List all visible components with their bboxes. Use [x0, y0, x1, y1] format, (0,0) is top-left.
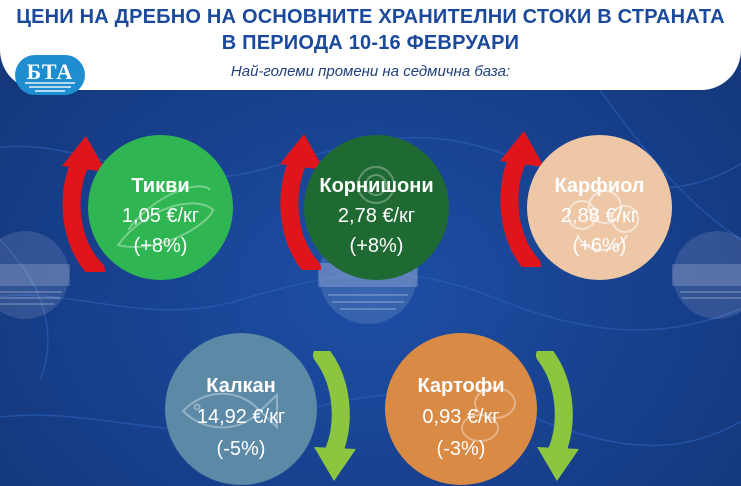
item-price: 2,78 €/кг	[337, 205, 416, 227]
item-bubble-cauliflower: Карфиол 2,88 €/кг (+6%)	[527, 135, 672, 280]
watermark-left	[0, 230, 70, 320]
item-change: (-5%)	[216, 438, 266, 460]
logo-text: БТА	[26, 59, 74, 84]
zucchini-icon	[116, 185, 215, 248]
item-name: Картофи	[417, 375, 505, 397]
arrow-down-icon	[313, 351, 356, 481]
item-price: 2,88 €/кг	[560, 205, 639, 227]
bta-logo: БТА	[15, 55, 85, 95]
page-title-line1: ЦЕНИ НА ДРЕБНО НА ОСНОВНИТЕ ХРАНИТЕЛНИ С…	[16, 6, 725, 28]
header-panel	[0, 0, 741, 90]
item-change: (+8%)	[349, 235, 404, 257]
cauliflower-icon	[567, 190, 639, 251]
item-bubble-turbot: Калкан 14,92 €/кг (-5%)	[165, 333, 317, 485]
item-price: 1,05 €/кг	[121, 205, 200, 227]
item-name: Калкан	[206, 375, 276, 397]
arrow-down-icon	[536, 351, 579, 481]
cucumber-icon	[357, 166, 395, 204]
item-bubble-zucchini: Тикви 1,05 €/кг (+8%)	[88, 135, 233, 280]
bta-watermark-icon	[0, 231, 70, 319]
item-price: 0,93 €/кг	[422, 406, 500, 428]
item-change: (+8%)	[133, 235, 188, 257]
item-name: Карфиол	[554, 175, 645, 197]
arrow-up-icon	[62, 136, 106, 272]
item-bubble-gherkins: Корнишони 2,78 €/кг (+8%)	[304, 135, 449, 280]
bta-watermark-icon	[672, 231, 741, 319]
arrow-up-icon	[280, 134, 324, 270]
bta-logo-icon	[15, 55, 85, 95]
fish-icon	[181, 392, 278, 430]
page-title-line2: В ПЕРИОДА 10-16 ФЕВРУАРИ	[221, 32, 520, 54]
item-name: Корнишони	[319, 175, 434, 197]
arrow-up-icon	[500, 131, 544, 267]
item-price: 14,92 €/кг	[196, 406, 286, 428]
watermark-right	[672, 230, 741, 320]
item-change: (-3%)	[436, 438, 486, 460]
item-change: (+6%)	[572, 235, 627, 257]
item-name: Тикви	[131, 175, 190, 197]
potato-icon	[461, 387, 516, 442]
item-bubble-potatoes: Картофи 0,93 €/кг (-3%)	[385, 333, 537, 485]
page-subtitle: Най-големи промени на седмична база:	[230, 63, 511, 80]
